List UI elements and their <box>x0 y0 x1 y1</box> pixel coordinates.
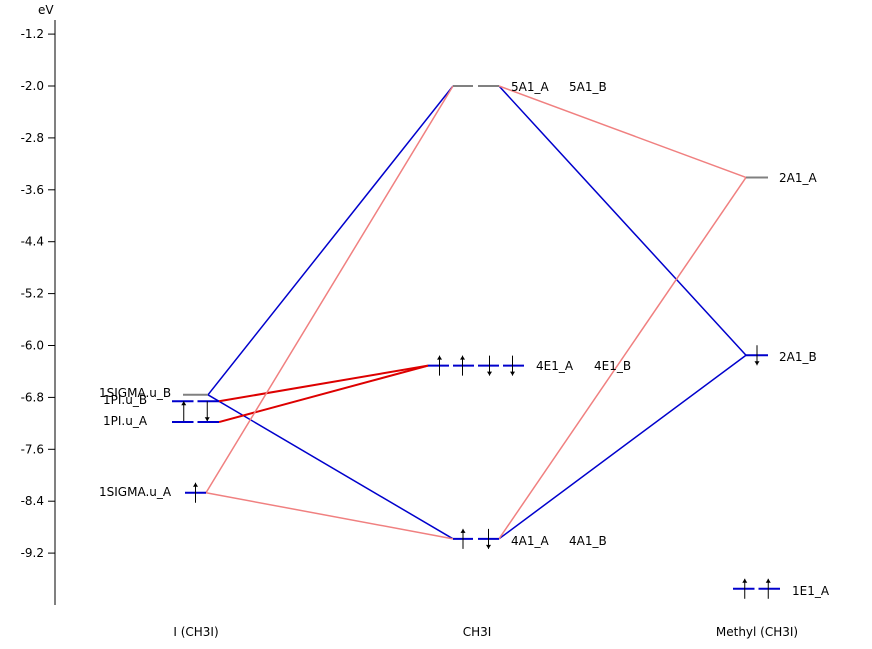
level-1SIGMA.u_A: 1SIGMA.u_A <box>99 482 206 503</box>
electron-arrowhead <box>486 544 491 549</box>
level-label: 2A1_A <box>779 171 817 185</box>
y-axis: eV -1.2 -2.0 -2.8 -3.6 -4.4 -5.2 -6.0 -6.8 -7.6 -… <box>21 3 56 605</box>
level-label: 1PI.u_B <box>103 393 147 407</box>
level-2A1_A: 2A1_A <box>746 171 817 185</box>
y-tick-label: -3.6 <box>21 183 44 197</box>
electron-arrowhead <box>765 578 771 583</box>
level-label: 5A1_B <box>569 80 607 94</box>
y-tick-label: -9.2 <box>21 546 44 560</box>
column-label-center: CH3I <box>463 625 492 639</box>
level-1PI.u_B: 1PI.u_B <box>103 393 219 422</box>
y-tick-label: -1.2 <box>21 27 44 41</box>
level-1E1_A: 1E1_A <box>733 578 830 599</box>
y-tick-label: -2.8 <box>21 131 44 145</box>
electron-arrowhead <box>487 371 492 376</box>
level-label: 1SIGMA.u_B <box>99 386 171 400</box>
level-label: 4E1_B <box>594 359 631 373</box>
y-tick-label: -5.2 <box>21 287 44 301</box>
correlation-line <box>498 177 747 540</box>
y-tick-label: -8.4 <box>21 494 44 508</box>
level-4A1_B: 4A1_B <box>478 528 607 549</box>
level-4E1_B: 4E1_B <box>478 355 631 376</box>
y-tick-label: -6.8 <box>21 390 44 404</box>
electron-arrowhead <box>437 355 442 360</box>
correlation-line <box>207 394 454 540</box>
correlation-line <box>205 85 454 494</box>
correlation-lines <box>205 85 747 540</box>
column-labels: I (CH3I) CH3I Methyl (CH3I) <box>173 625 798 639</box>
electron-arrowhead <box>193 482 198 487</box>
electron-arrowhead <box>460 355 465 360</box>
electron-arrowhead <box>510 371 515 376</box>
column-label-left: I (CH3I) <box>173 625 218 639</box>
correlation-line <box>498 85 747 179</box>
y-axis-unit: eV <box>38 3 54 17</box>
column-label-right: Methyl (CH3I) <box>716 625 798 639</box>
level-label: 4A1_A <box>511 534 549 548</box>
electron-arrowhead <box>742 578 748 583</box>
correlation-line <box>218 364 429 424</box>
y-tick-label: -7.6 <box>21 442 44 456</box>
level-label: 1PI.u_A <box>103 414 148 428</box>
correlation-line <box>205 492 454 540</box>
level-1SIGMA.u_B: 1SIGMA.u_B <box>99 386 208 400</box>
level-label: 5A1_A <box>511 80 549 94</box>
level-1PI.u_A: 1PI.u_A <box>103 414 219 428</box>
y-tick-label: -4.4 <box>21 235 44 249</box>
correlation-line <box>218 364 429 403</box>
electron-arrowhead <box>754 361 760 366</box>
correlation-line <box>498 85 747 356</box>
level-label: 1E1_A <box>792 584 830 598</box>
electron-arrowhead <box>181 401 187 406</box>
y-tick-label: -2.0 <box>21 79 44 93</box>
level-label: 2A1_B <box>779 350 817 364</box>
level-label: 4A1_B <box>569 534 607 548</box>
level-5A1_A: 5A1_A <box>453 80 549 94</box>
correlation-line <box>498 354 747 540</box>
electron-arrowhead <box>204 417 210 422</box>
level-label: 4E1_A <box>536 359 574 373</box>
y-tick-label: -6.0 <box>21 339 44 353</box>
correlation-line <box>207 85 454 396</box>
level-2A1_B: 2A1_B <box>746 345 817 366</box>
level-label: 1SIGMA.u_A <box>99 485 172 499</box>
electron-arrowhead <box>460 528 466 533</box>
level-5A1_B: 5A1_B <box>478 80 607 94</box>
level-4A1_A: 4A1_A <box>453 528 549 549</box>
level-4E1_A: 4E1_A <box>428 355 574 376</box>
